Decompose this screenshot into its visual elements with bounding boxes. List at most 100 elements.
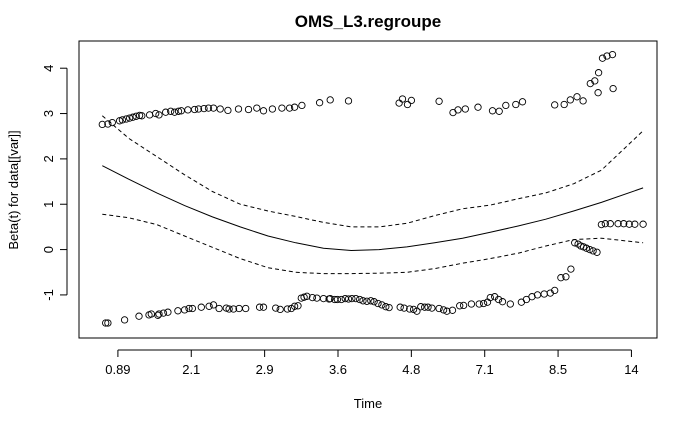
data-point [135,312,143,320]
data-point [104,120,112,128]
x-tick-label: 4.8 [402,362,420,377]
data-point [155,310,163,318]
data-point [601,220,609,228]
data-point [356,295,364,304]
x-axis: 0.89 2.1 2.9 3.6 4.8 7.1 8.5 14 [105,349,639,377]
data-point [385,303,393,312]
data-point [495,107,503,115]
data-point [571,239,579,247]
data-point [407,96,416,105]
data-point [298,101,306,110]
data-point [461,105,469,113]
data-point [486,293,494,302]
data-point [506,300,514,308]
data-point [125,114,134,122]
data-point [348,294,356,303]
data-point [566,96,574,104]
data-point [174,307,182,315]
data-point [374,299,382,308]
data-point [620,220,628,228]
x-tick-label: 0.89 [105,362,130,377]
data-point [120,316,129,324]
data-point [108,118,116,127]
data-point [557,274,565,282]
data-point [209,301,218,309]
data-point [200,104,208,113]
data-point [370,298,378,306]
data-point [598,54,607,62]
data-point [278,104,286,112]
data-point [244,105,253,114]
data-point [367,297,375,305]
data-point [204,104,213,112]
data-point [283,305,292,313]
data-point [225,305,233,313]
data-point [102,319,110,327]
data-point [268,105,277,113]
data-point [448,306,457,314]
data-point [512,100,520,109]
data-point [285,104,294,112]
data-point [363,297,371,305]
data-point [579,97,587,105]
data-point [255,303,264,311]
data-point [259,107,268,115]
data-point [424,303,432,311]
data-point [609,84,617,93]
data-point [162,108,170,116]
x-tick-label: 8.5 [549,362,567,377]
data-point [573,93,581,101]
data-point [197,303,205,311]
data-point [606,220,614,228]
x-tick-label: 14 [624,362,638,377]
data-point [308,293,317,302]
data-point [593,248,601,256]
data-point [551,101,559,109]
data-point [435,97,443,105]
data-point [344,295,353,303]
data-point [594,89,602,97]
data-point [132,112,140,120]
data-point [315,99,324,107]
data-point [560,100,568,109]
data-point [215,304,223,313]
y-axis-label: Beta(t) for data[[var]] [6,130,21,249]
data-point [631,220,639,228]
data-point [180,306,189,314]
data-point [608,50,617,59]
smooth-fit-line [102,165,644,252]
data-point [396,303,404,311]
data-point [378,301,386,309]
data-point [185,304,193,313]
data-point [475,300,483,308]
data-point [474,103,482,111]
data-point [290,302,299,310]
data-point [589,247,597,255]
data-point [428,304,436,312]
data-point [159,309,168,317]
data-point [382,303,390,311]
data-point [167,107,175,115]
data-point [398,95,407,103]
data-point [567,265,575,273]
data-point [639,220,647,228]
data-point [272,304,280,312]
data-point [454,106,462,114]
x-tick-label: 2.9 [256,362,274,377]
residual-points [98,50,647,327]
data-point [603,52,611,60]
data-point [551,286,559,295]
data-point [118,116,127,124]
data-point [145,111,154,119]
data-point [479,299,488,308]
data-point [188,304,197,313]
data-point [104,319,112,327]
data-point [276,305,284,314]
y-tick-label: 0 [41,246,56,253]
data-point [194,105,203,113]
x-tick-label: 7.1 [476,362,494,377]
chart-title: OMS_L3.regroupe [295,12,441,31]
data-point [400,304,408,312]
data-point [522,295,531,304]
